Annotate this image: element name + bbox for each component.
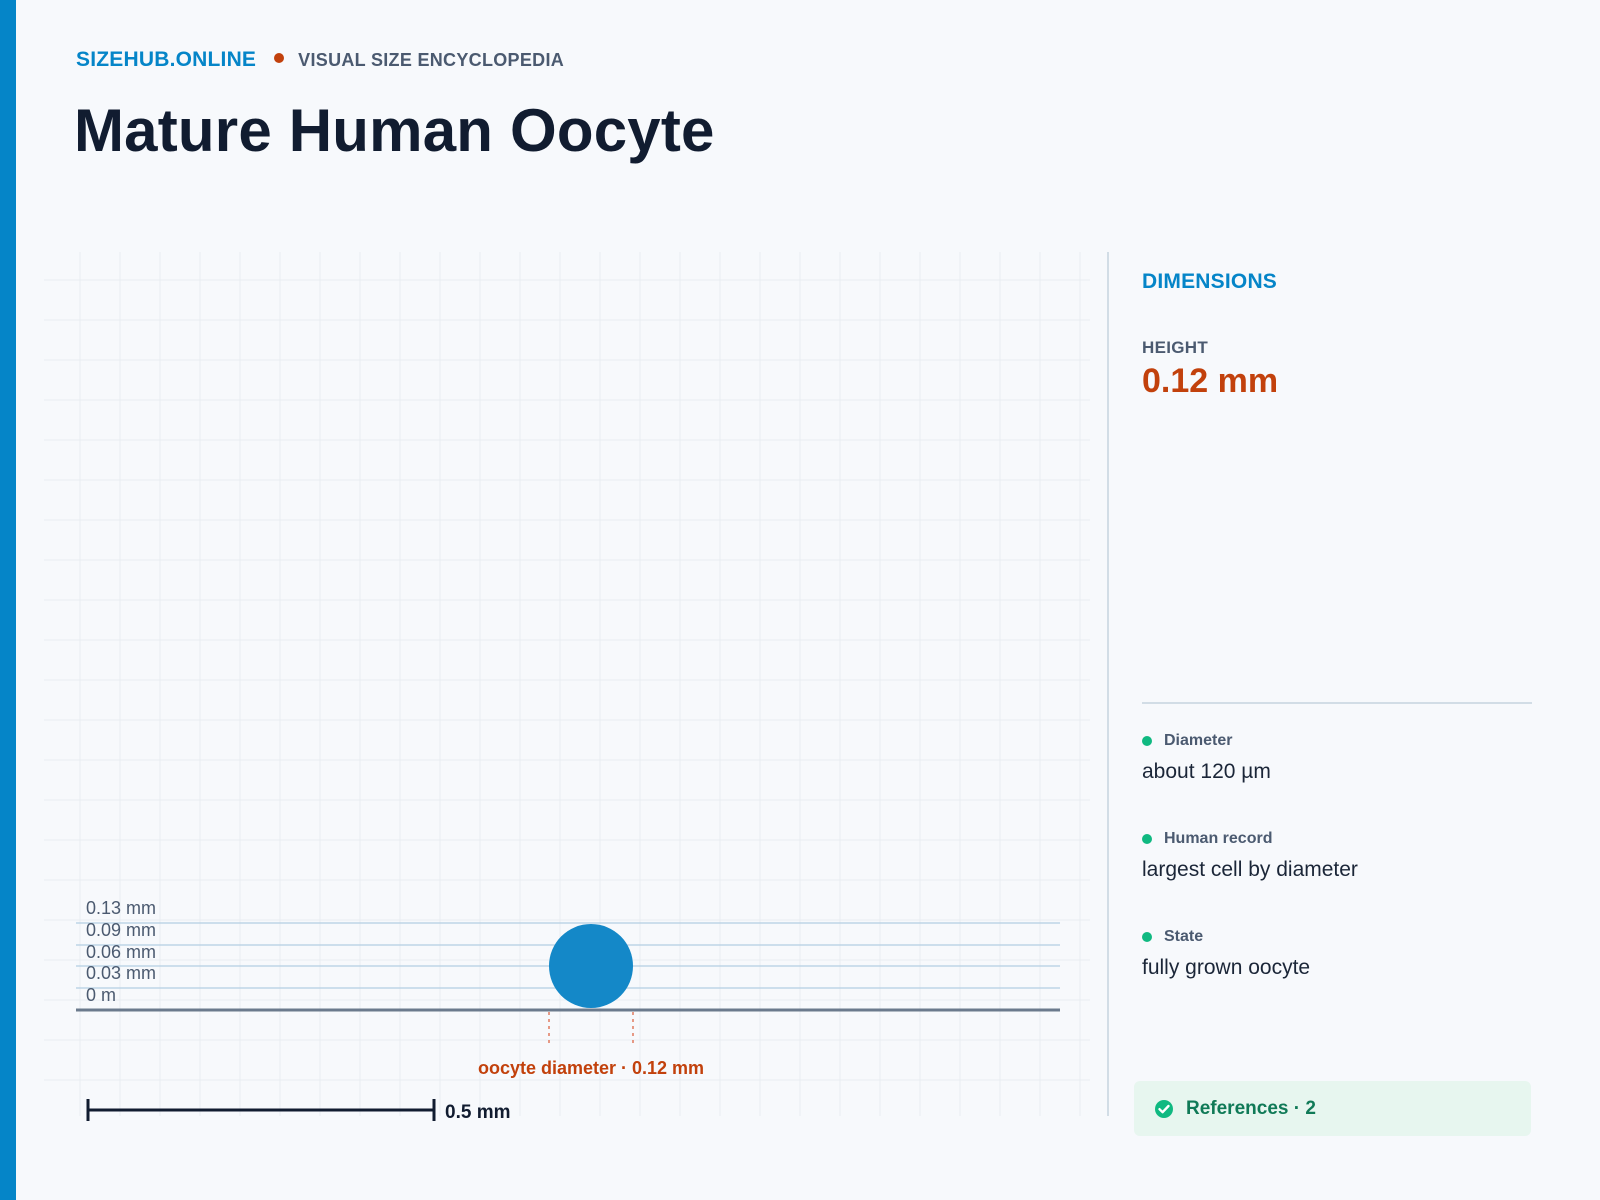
site-brand[interactable]: SIZEHUB.ONLINE: [76, 48, 257, 71]
fact-label: State: [1164, 928, 1204, 945]
fact-state: State fully grown oocyte: [1142, 928, 1532, 980]
background-grid: [44, 252, 1090, 1116]
y-axis-labels: 0.13 mm 0.09 mm 0.06 mm 0.03 mm 0 m: [86, 898, 156, 1005]
fact-value: largest cell by diameter: [1142, 858, 1358, 881]
fact-label-row: State: [1142, 928, 1532, 946]
site-header: SIZEHUB.ONLINE VISUAL SIZE ENCYCLOPEDIA: [76, 48, 564, 72]
fact-label-row: Human record: [1142, 830, 1532, 848]
height-label: HEIGHT: [1142, 338, 1209, 357]
site-tagline: VISUAL SIZE ENCYCLOPEDIA: [298, 49, 565, 70]
size-diagram: 0.13 mm 0.09 mm 0.06 mm 0.03 mm 0 m oocy…: [44, 252, 1090, 1123]
oocyte-shape[interactable]: [549, 924, 633, 1008]
status-dot-icon: [1142, 736, 1152, 746]
y-tick-label: 0.13 mm: [86, 898, 156, 918]
dimensions-panel: DIMENSIONS HEIGHT 0.12 mm Diameter about…: [1142, 252, 1532, 1132]
panel-separator: [1142, 702, 1532, 704]
dimensions-heading: DIMENSIONS: [1142, 270, 1278, 293]
y-tick-label: 0.06 mm: [86, 942, 156, 962]
fact-value: fully grown oocyte: [1142, 956, 1311, 979]
fact-label: Diameter: [1164, 732, 1233, 749]
fact-value: about 120 µm: [1142, 760, 1271, 783]
panel-divider: [1107, 252, 1109, 1116]
status-dot-icon: [1142, 834, 1152, 844]
separator-dot: [274, 53, 285, 63]
scale-bar-label: 0.5 mm: [445, 1102, 510, 1123]
references-label: References · 2: [1186, 1097, 1316, 1119]
scale-bar: 0.5 mm: [86, 1099, 510, 1123]
y-tick-label: 0.03 mm: [86, 963, 156, 983]
fact-diameter: Diameter about 120 µm: [1142, 732, 1532, 784]
fact-human-record: Human record largest cell by diameter: [1142, 830, 1532, 882]
fact-label: Human record: [1164, 830, 1273, 847]
y-tick-label: 0.09 mm: [86, 920, 156, 940]
check-circle-icon: [1155, 1099, 1173, 1118]
page-title: Mature Human Oocyte: [74, 97, 715, 164]
object-dimension-label: oocyte diameter · 0.12 mm: [478, 1058, 704, 1078]
references-button[interactable]: References · 2: [1134, 1081, 1531, 1136]
fact-label-row: Diameter: [1142, 732, 1532, 750]
accent-bar: [0, 0, 16, 1200]
height-value: 0.12 mm: [1142, 362, 1279, 400]
y-tick-label: 0 m: [86, 985, 116, 1005]
status-dot-icon: [1142, 932, 1152, 942]
